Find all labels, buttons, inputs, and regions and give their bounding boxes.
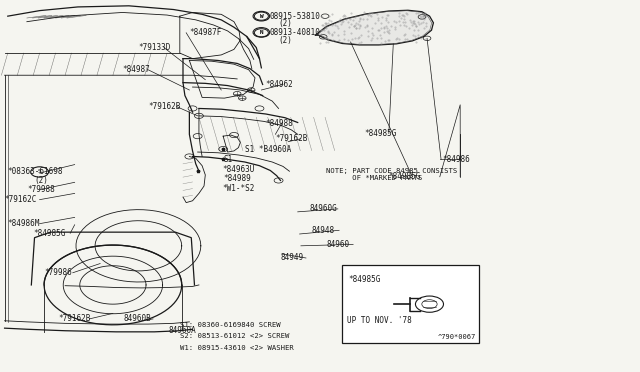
Text: *84985G: *84985G bbox=[33, 229, 66, 238]
Text: W1: 08915-43610 <2> WASHER: W1: 08915-43610 <2> WASHER bbox=[180, 345, 294, 351]
Text: W: W bbox=[259, 14, 263, 19]
Text: *84962: *84962 bbox=[266, 80, 294, 89]
Text: *84987: *84987 bbox=[122, 65, 150, 74]
Text: *84985G: *84985G bbox=[389, 172, 421, 181]
Text: *W1-*S2: *W1-*S2 bbox=[222, 185, 254, 193]
Text: *79162C: *79162C bbox=[4, 195, 37, 204]
Text: W: W bbox=[260, 14, 263, 19]
Text: N: N bbox=[259, 30, 263, 35]
Text: UP TO NOV. '78: UP TO NOV. '78 bbox=[348, 316, 412, 325]
Text: S1 *B4960A: S1 *B4960A bbox=[245, 145, 291, 154]
Text: 84960B: 84960B bbox=[124, 314, 152, 323]
Text: *79986: *79986 bbox=[45, 268, 72, 277]
Text: 84960: 84960 bbox=[326, 240, 349, 249]
Polygon shape bbox=[315, 10, 433, 45]
Bar bbox=[342, 265, 479, 343]
Text: *79162B: *79162B bbox=[59, 314, 91, 323]
Text: 08915-53810: 08915-53810 bbox=[269, 12, 320, 21]
Text: *84987F: *84987F bbox=[189, 28, 221, 37]
Text: *84986: *84986 bbox=[442, 155, 470, 164]
Text: *84985G: *84985G bbox=[365, 129, 397, 138]
Text: S: S bbox=[38, 170, 42, 174]
Text: *84989: *84989 bbox=[223, 174, 251, 183]
Text: S1: S1 bbox=[223, 155, 232, 164]
Text: 84949: 84949 bbox=[280, 253, 303, 263]
Text: (2): (2) bbox=[35, 176, 49, 185]
Text: *84963U: *84963U bbox=[222, 164, 254, 173]
Text: *84988: *84988 bbox=[266, 119, 294, 128]
Text: 84960A: 84960A bbox=[168, 326, 196, 335]
Text: NOTE; PART CODE 84985 CONSISTS
      OF *MARKED PARTS: NOTE; PART CODE 84985 CONSISTS OF *MARKE… bbox=[326, 168, 458, 181]
Text: *79162B: *79162B bbox=[275, 134, 308, 143]
Text: (2): (2) bbox=[278, 36, 292, 45]
Text: (2): (2) bbox=[278, 19, 292, 28]
Text: *08363-61698: *08363-61698 bbox=[8, 167, 63, 176]
Text: *79988: *79988 bbox=[27, 185, 54, 194]
Text: 84948: 84948 bbox=[311, 226, 334, 235]
Text: S1: 08360-6169840 SCREW: S1: 08360-6169840 SCREW bbox=[180, 321, 280, 327]
Text: ^790*0067: ^790*0067 bbox=[438, 334, 476, 340]
Text: *84985G: *84985G bbox=[349, 275, 381, 283]
Text: *79133D: *79133D bbox=[138, 43, 171, 52]
Text: *79162B: *79162B bbox=[148, 102, 180, 111]
Text: 84960G: 84960G bbox=[310, 204, 337, 214]
Text: 08913-40810: 08913-40810 bbox=[269, 28, 320, 37]
Text: S2: 08513-61012 <2> SCREW: S2: 08513-61012 <2> SCREW bbox=[180, 333, 289, 339]
Text: *84986M: *84986M bbox=[8, 219, 40, 228]
Text: N: N bbox=[260, 30, 263, 35]
